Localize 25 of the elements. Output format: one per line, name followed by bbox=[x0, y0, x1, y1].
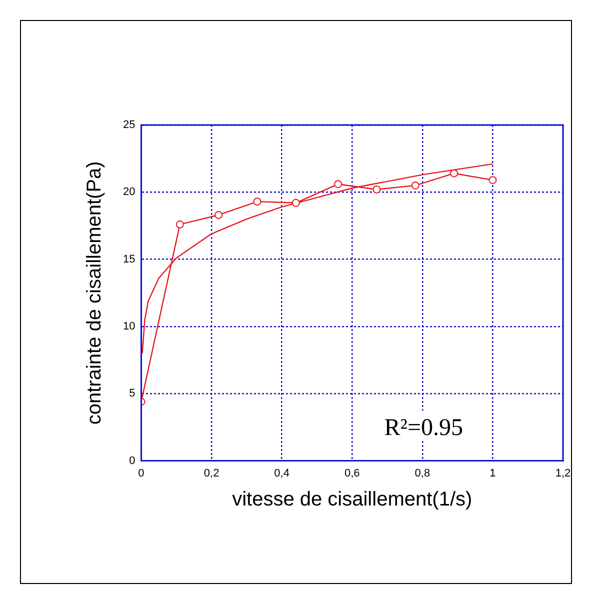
x-tick-label: 0,6 bbox=[344, 467, 360, 480]
point bbox=[450, 169, 458, 178]
x-tick-label: 1,2 bbox=[555, 467, 571, 480]
y-tick-label: 5 bbox=[129, 388, 136, 400]
point bbox=[176, 220, 184, 228]
y-axis-title: contrainte de cisaillement(Pa) bbox=[84, 161, 106, 425]
x-tick-label: 0 bbox=[138, 467, 144, 480]
annotation: R²=0.95 bbox=[384, 414, 463, 441]
point bbox=[334, 180, 342, 188]
y-tick-label: 20 bbox=[122, 186, 136, 198]
x-axis-title: vitesse de cisaillement(1/s) bbox=[232, 488, 472, 511]
x-tick-label: 0,8 bbox=[414, 467, 430, 480]
y-tick-label: 10 bbox=[122, 320, 136, 333]
x-tick-label: 0,4 bbox=[274, 467, 290, 480]
x-tick-label: 0,2 bbox=[204, 467, 220, 480]
point bbox=[411, 181, 420, 190]
x-tick-label: 1 bbox=[490, 467, 496, 480]
y-tick-label: 25 bbox=[122, 119, 136, 132]
y-tick-label: 0 bbox=[129, 454, 136, 467]
point bbox=[214, 210, 223, 219]
point bbox=[292, 198, 300, 207]
point bbox=[253, 198, 262, 206]
point bbox=[372, 185, 381, 194]
y-tick-label: 15 bbox=[122, 253, 136, 266]
point bbox=[488, 176, 497, 184]
